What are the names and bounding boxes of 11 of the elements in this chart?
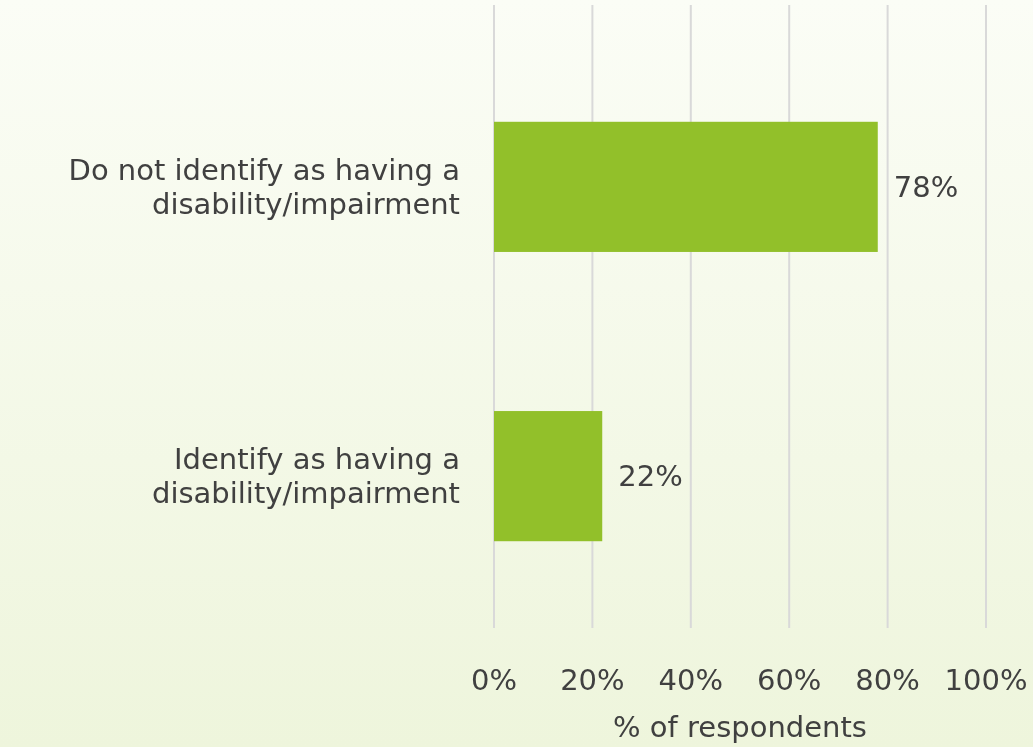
x-tick-label: 80% (855, 663, 920, 697)
x-tick-label: 60% (756, 663, 822, 697)
x-tick-label: 40% (658, 663, 724, 697)
data-label: 22% (618, 459, 683, 494)
x-tick-label: 0% (470, 663, 518, 697)
x-tick-label: 20% (560, 663, 625, 697)
y-tick-label: Do not identify as having a disability/impairment (68, 153, 460, 221)
x-tick-label: 100% (944, 663, 1028, 697)
x-axis-title: % of respondents (613, 710, 867, 744)
data-label: 78% (893, 169, 959, 204)
y-tick-label: Identify as having a disability/impairment (151, 442, 460, 510)
